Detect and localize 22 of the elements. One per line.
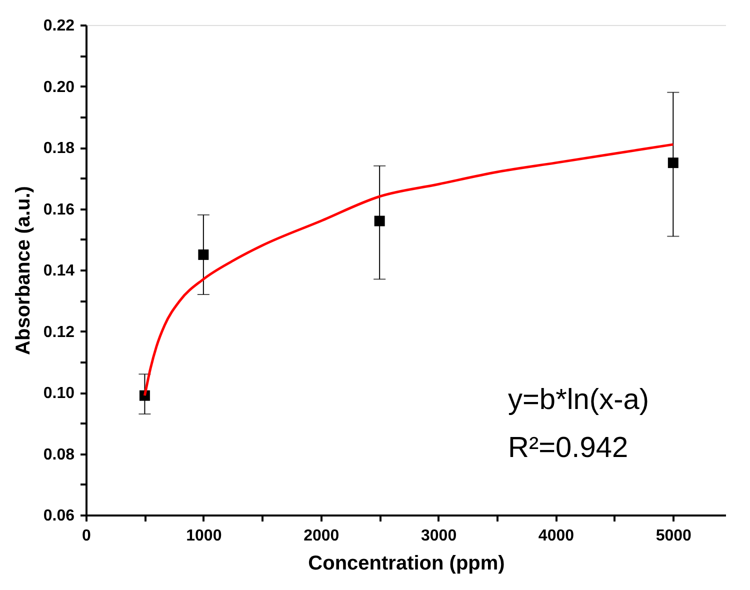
x-tick-label: 4000 xyxy=(538,528,574,544)
x-tick-label: 5000 xyxy=(656,528,692,544)
annotation: R²=0.942 xyxy=(508,432,628,464)
y-tick-label: 0.10 xyxy=(43,385,75,402)
y-tick-label: 0.12 xyxy=(43,324,75,341)
point xyxy=(374,216,385,226)
x-axis-title: Concentration (ppm) xyxy=(308,552,505,574)
y-tick-label: 0.22 xyxy=(43,18,75,34)
y-tick-label: 0.20 xyxy=(43,78,75,96)
x-tick-label: 1000 xyxy=(186,528,222,544)
y-tick-label: 0.18 xyxy=(43,140,75,157)
y-tick-label: 0.16 xyxy=(43,201,75,218)
point xyxy=(668,158,678,168)
x-tick-label: 2000 xyxy=(304,528,340,544)
x-tick-label: 0 xyxy=(82,528,92,544)
y-tick-label: 0.14 xyxy=(43,262,75,280)
y-tick-label: 0.06 xyxy=(43,508,75,524)
y-tick-label: 0.08 xyxy=(43,446,75,464)
point xyxy=(198,249,209,260)
annotation: y=b*ln(x-a) xyxy=(508,384,650,416)
x-tick-label: 3000 xyxy=(420,528,457,544)
y-axis-title: Absorbance (a.u.) xyxy=(12,186,34,355)
